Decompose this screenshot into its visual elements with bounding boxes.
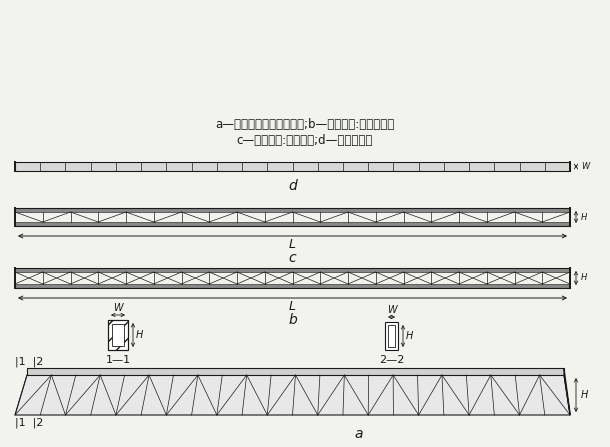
Bar (108, 320, 128, 350)
Bar (15, 284, 570, 288)
Text: H: H (406, 331, 414, 341)
Text: H: H (581, 274, 587, 283)
Text: W: W (387, 305, 396, 315)
Bar (15, 162, 570, 171)
Text: H: H (136, 330, 143, 340)
Bar (15, 208, 570, 212)
Text: H: H (581, 212, 587, 222)
Bar (15, 222, 570, 226)
Text: c—上弦平面:单斜支撇;d—下弦平面。: c—上弦平面:单斜支撇;d—下弦平面。 (237, 134, 373, 147)
Bar (385, 322, 398, 350)
Text: H: H (581, 390, 589, 400)
Text: c: c (289, 251, 296, 265)
Text: 2—2: 2—2 (379, 355, 404, 365)
Polygon shape (15, 375, 570, 415)
Bar (112, 324, 124, 346)
Polygon shape (564, 368, 570, 415)
Text: 1—1: 1—1 (106, 355, 131, 365)
Text: L: L (289, 238, 296, 251)
Text: b: b (288, 313, 297, 327)
Text: |1  |2: |1 |2 (15, 357, 43, 367)
Text: |1  |2: |1 |2 (15, 417, 43, 427)
Bar (108, 320, 128, 350)
Bar (15, 268, 570, 272)
Text: W: W (581, 162, 589, 171)
Text: a: a (355, 427, 364, 441)
Text: W: W (113, 303, 123, 313)
Bar (388, 325, 395, 347)
Text: a—矩形截面空间锨管桔架;b—上弦平面:交叉支撇；: a—矩形截面空间锨管桔架;b—上弦平面:交叉支撇； (215, 118, 395, 131)
Text: d: d (288, 179, 297, 193)
Polygon shape (27, 368, 564, 375)
Text: L: L (289, 300, 296, 313)
